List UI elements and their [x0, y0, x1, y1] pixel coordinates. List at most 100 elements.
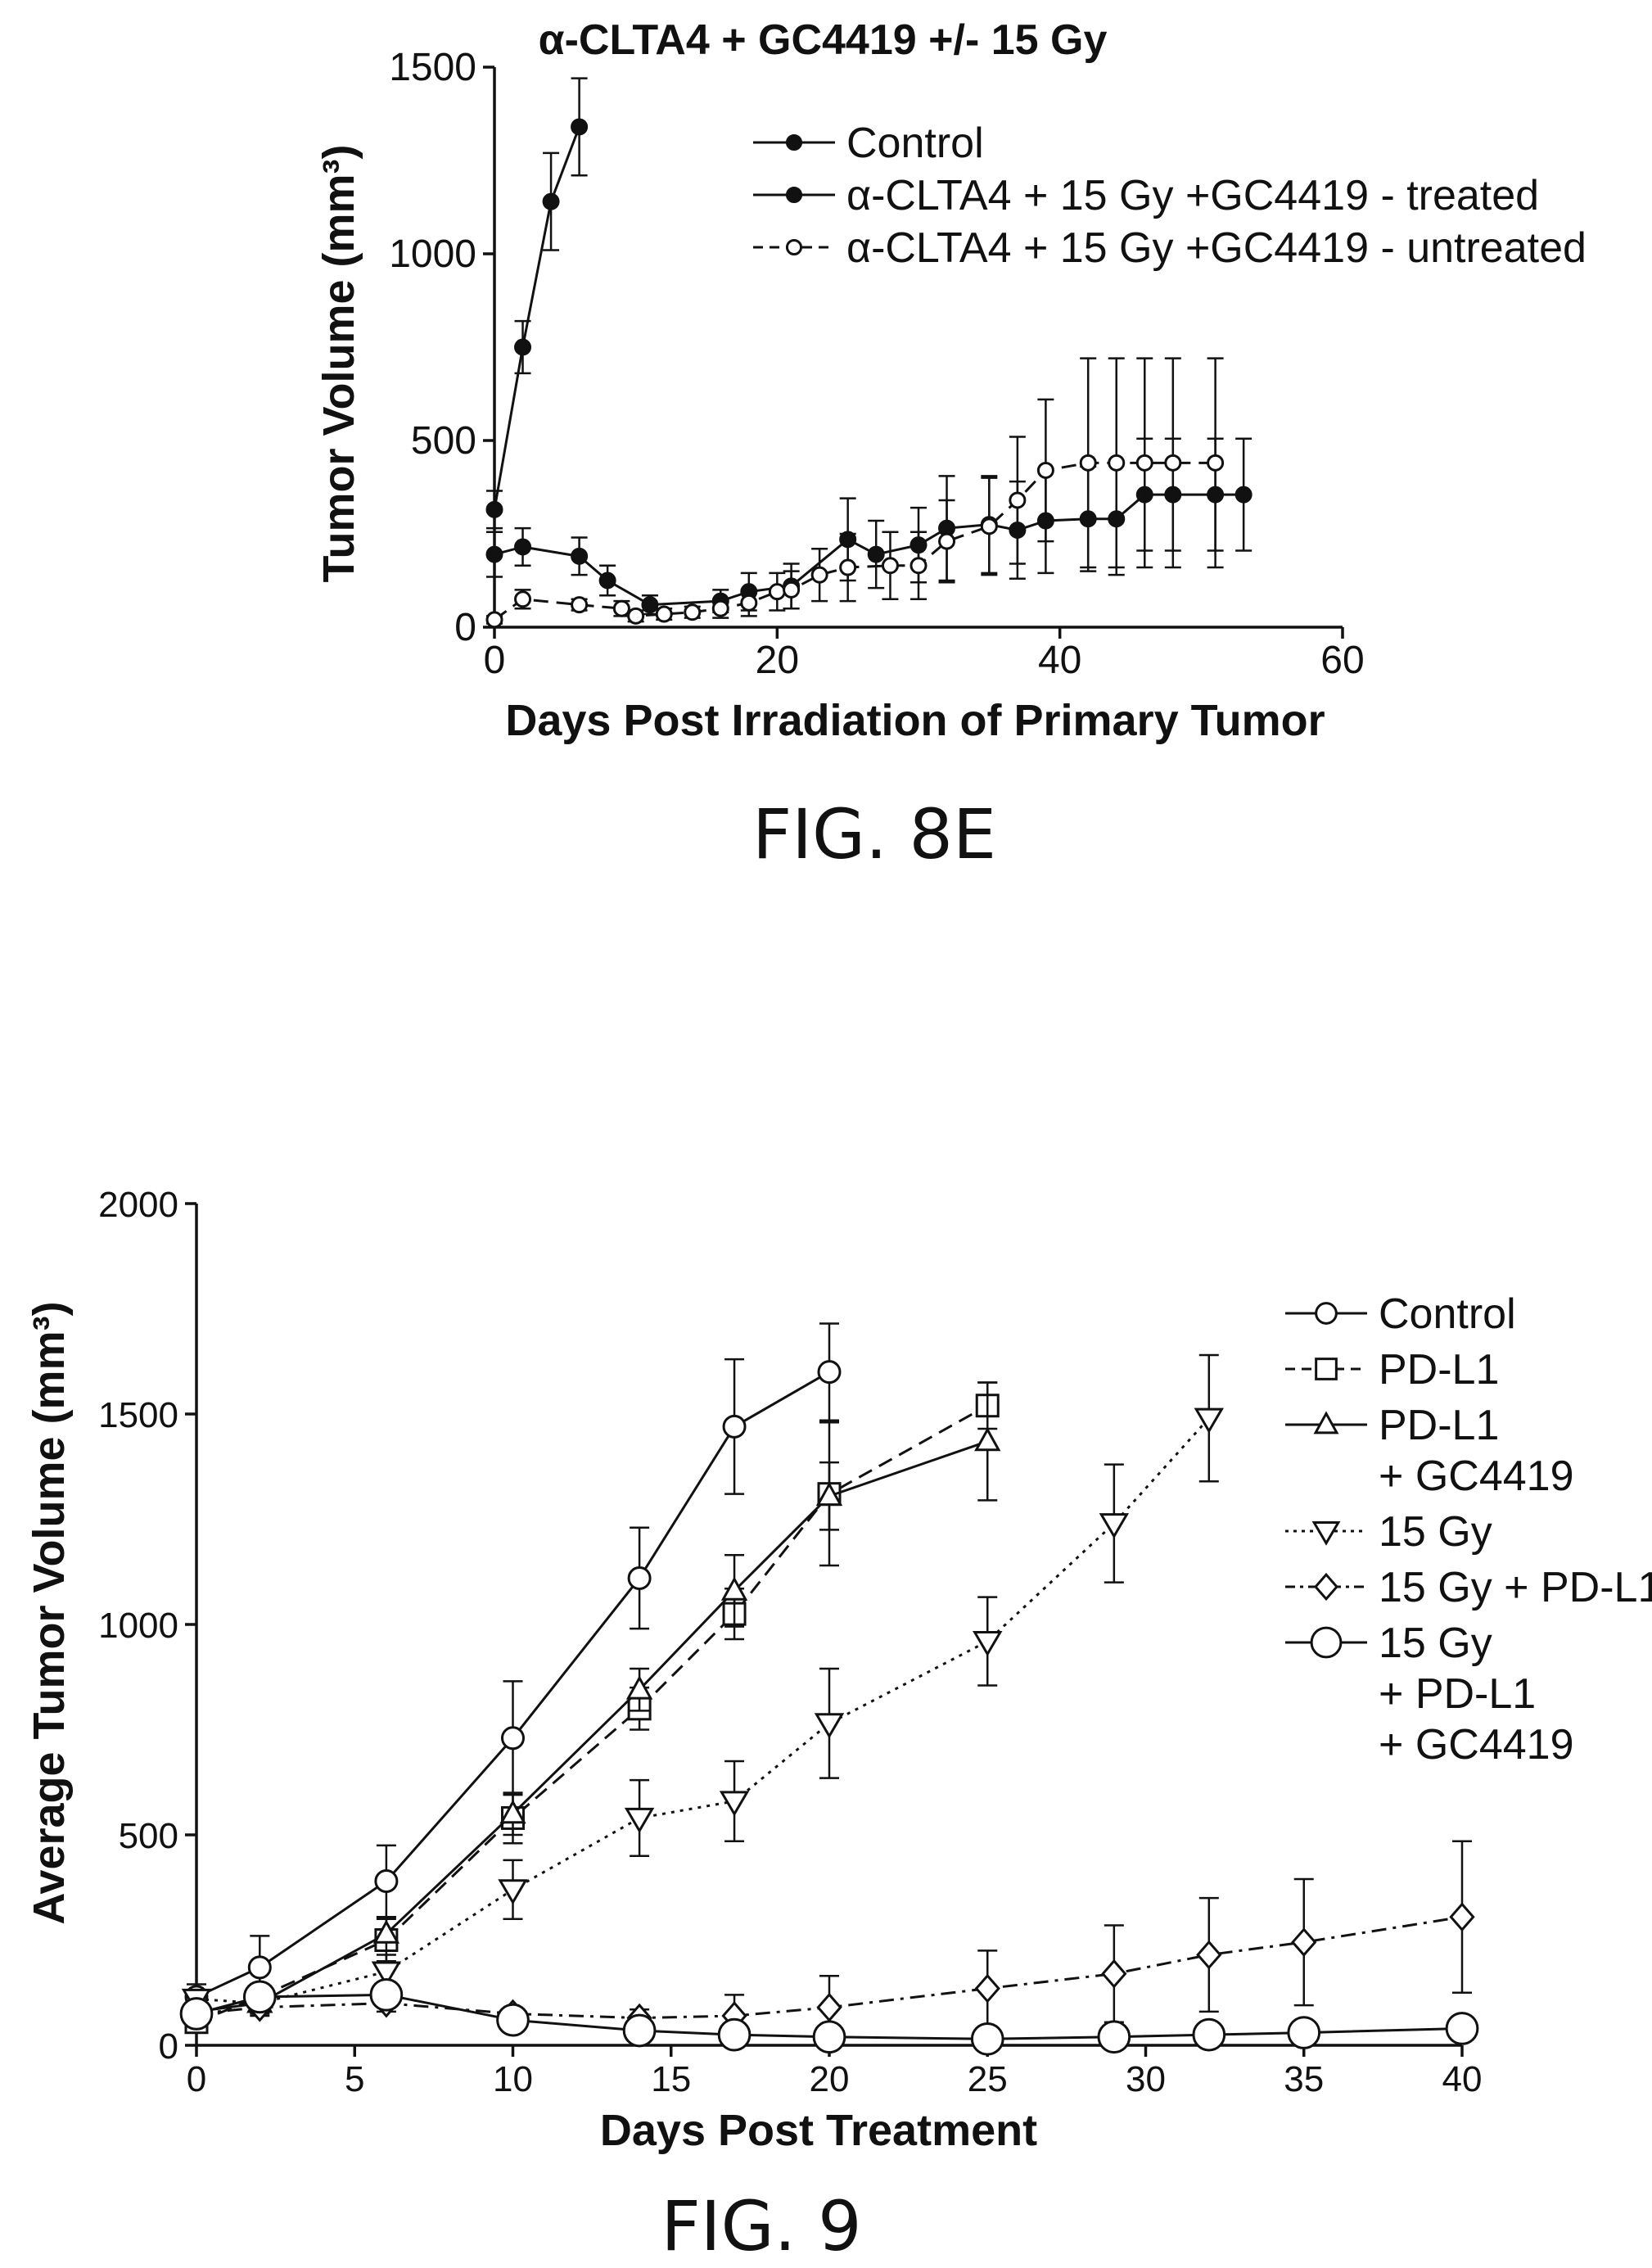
- axes: 0 500 1000 1500 2000 0 5 10 15 20 25 30 35 40: [98, 1185, 1482, 2099]
- data-point: [369, 1977, 404, 2012]
- data-point: [371, 1961, 402, 1987]
- legend-marker: [785, 186, 803, 204]
- data-point: [717, 2017, 752, 2052]
- data-point: [1097, 2020, 1131, 2054]
- y-tick-label: 0: [159, 2026, 178, 2067]
- data-point: [910, 557, 928, 575]
- data-point: [881, 557, 899, 575]
- data-point: [1192, 2017, 1226, 2052]
- data-point: [612, 599, 630, 617]
- data-point: [247, 1955, 272, 1980]
- x-tick-label: 30: [1126, 2059, 1166, 2099]
- legend-label: Control: [846, 120, 984, 167]
- data-point: [571, 547, 589, 565]
- legend-entry-3: α-CLTA4 + 15 Gy +GC4419 - untreated: [753, 224, 1587, 272]
- data-point: [1445, 2012, 1479, 2045]
- data-point: [624, 1807, 655, 1834]
- x-tick-label: 10: [493, 2059, 533, 2099]
- legend-label: PD-L1: [1379, 1402, 1499, 1449]
- axes: 0 500 1000 1500 0 20 40 60: [389, 46, 1364, 682]
- data-point: [485, 545, 503, 563]
- series-6: [179, 1977, 1479, 2056]
- legend-marker: [785, 238, 803, 256]
- y-tick-label: 0: [454, 606, 476, 649]
- y-tick-label: 1000: [389, 233, 476, 276]
- x-tick-label: 35: [1284, 2059, 1324, 2099]
- data-point: [812, 2020, 846, 2054]
- series-group: [485, 77, 1253, 629]
- legend-label: + PD-L1: [1379, 1670, 1536, 1718]
- series-line: [196, 1417, 1210, 2005]
- data-point: [1099, 1513, 1130, 1539]
- data-point: [485, 611, 503, 629]
- data-point: [1449, 1902, 1475, 1932]
- x-tick-label: 0: [484, 639, 506, 682]
- data-point: [372, 1919, 400, 1944]
- series-3: [485, 357, 1225, 629]
- data-point: [970, 2022, 1004, 2056]
- y-tick-label: 1500: [389, 46, 476, 89]
- chart-title: α-CLTA4 + GC4419 +/- 15 Gy: [539, 16, 1108, 64]
- data-point: [514, 338, 532, 356]
- data-point: [1135, 454, 1153, 472]
- data-point: [816, 1992, 842, 2022]
- data-point: [496, 2003, 530, 2037]
- data-point: [973, 1631, 1003, 1657]
- data-point: [622, 2013, 657, 2048]
- data-point: [1234, 486, 1253, 504]
- data-point: [974, 1427, 1001, 1452]
- data-point: [684, 603, 702, 621]
- data-point: [499, 1799, 526, 1824]
- legend-entry-2: α-CLTA4 + 15 Gy +GC4419 - treated: [753, 172, 1539, 219]
- legend-entry-1: Control: [1285, 1290, 1516, 1338]
- data-point: [655, 605, 673, 623]
- legend-marker: [1315, 1302, 1338, 1325]
- data-point: [1108, 454, 1126, 472]
- data-point: [980, 517, 998, 535]
- legend-entry-5: 15 Gy + PD-L1: [1285, 1564, 1652, 1611]
- data-point: [783, 581, 801, 599]
- data-point: [514, 538, 532, 556]
- x-tick-label: 20: [810, 2059, 850, 2099]
- series-line: [493, 126, 581, 510]
- data-point: [839, 558, 857, 576]
- data-point: [627, 607, 645, 625]
- legend-entry-4: 15 Gy: [1285, 1508, 1492, 1556]
- data-point: [1164, 454, 1182, 472]
- data-point: [974, 1973, 1000, 2004]
- series-3: [183, 1381, 1001, 2022]
- data-point: [374, 1869, 399, 1894]
- x-tick-label: 40: [1442, 2059, 1483, 2099]
- data-point: [1196, 1940, 1222, 1970]
- data-point: [514, 590, 532, 608]
- y-tick-label: 2000: [98, 1185, 178, 1225]
- data-point: [501, 1726, 525, 1751]
- data-point: [768, 583, 786, 601]
- series-group: [179, 1322, 1479, 2056]
- data-point: [740, 594, 758, 612]
- data-point: [542, 192, 560, 210]
- data-point: [815, 1481, 843, 1507]
- legend-label: α-CLTA4 + 15 Gy +GC4419 - treated: [846, 172, 1539, 219]
- legend-entry-2: PD-L1: [1285, 1346, 1499, 1394]
- x-tick-label: 60: [1320, 639, 1364, 682]
- legend-marker: [785, 133, 803, 151]
- data-point: [814, 1713, 845, 1739]
- data-point: [1009, 491, 1027, 509]
- y-axis-label: Tumor Volume (mm³): [314, 145, 363, 583]
- series-line: [196, 1404, 988, 2024]
- figure-label: FIG. 9: [661, 2186, 861, 2266]
- legend-marker: [1310, 1626, 1343, 1659]
- data-point: [179, 1997, 214, 2031]
- legend-label: + GC4419: [1379, 1721, 1574, 1769]
- data-point: [817, 1360, 842, 1385]
- legend-label: Control: [1379, 1290, 1516, 1338]
- legend-label: 15 Gy: [1379, 1508, 1492, 1556]
- data-point: [1287, 2016, 1321, 2049]
- data-point: [627, 1565, 652, 1590]
- data-point: [867, 545, 885, 563]
- series-line: [196, 1915, 1463, 2020]
- data-point: [1207, 454, 1225, 472]
- series-line: [196, 1439, 988, 2013]
